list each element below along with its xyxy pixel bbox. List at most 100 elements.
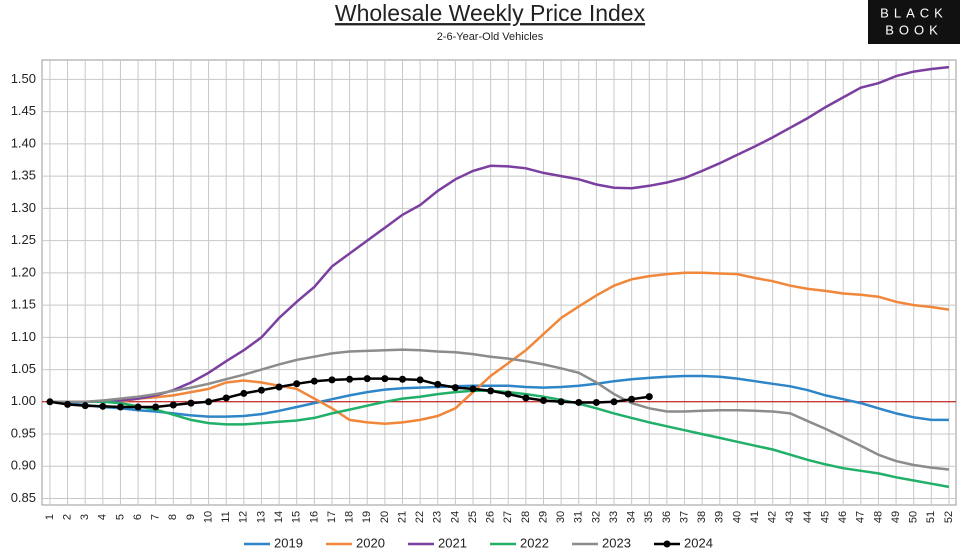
series-marker [205,398,213,406]
y-tick-label: 1.25 [11,232,36,247]
series-marker [416,376,424,384]
x-tick-label: 25 [467,511,479,523]
series-marker [434,380,442,388]
series-marker [487,387,495,395]
series-line [49,348,950,471]
y-tick-label: 1.50 [11,71,36,86]
y-tick-label: 1.45 [11,103,36,118]
series-marker [557,398,565,406]
y-tick-label: 1.00 [11,393,36,408]
x-tick-label: 23 [432,511,444,523]
x-tick-label: 10 [202,511,214,523]
legend-label: 2023 [602,535,631,550]
x-tick-label: 14 [273,511,285,523]
x-tick-label: 50 [908,511,920,523]
y-tick-label: 0.90 [11,458,36,473]
x-tick-label: 40 [731,511,743,523]
chart-title: Wholesale Weekly Price Index [335,0,646,26]
x-tick-label: 35 [643,511,655,523]
y-tick-label: 1.15 [11,297,36,312]
x-tick-label: 2 [61,514,73,520]
series-marker [328,376,336,384]
x-tick-label: 7 [150,514,162,520]
series-marker [469,385,477,393]
series-marker [222,394,230,402]
x-tick-label: 36 [661,511,673,523]
x-tick-label: 46 [837,511,849,523]
series-marker [575,398,583,406]
series-marker [169,401,177,409]
series-line [49,271,950,425]
x-tick-label: 15 [291,511,303,523]
x-tick-label: 27 [502,511,514,523]
x-tick-label: 48 [872,511,884,523]
legend-label: 2021 [438,535,467,550]
y-tick-label: 0.95 [11,425,36,440]
y-tick-label: 1.05 [11,361,36,376]
x-tick-label: 30 [555,511,567,523]
logo-text: BLACK [880,5,948,20]
x-tick-label: 43 [784,511,796,523]
chart-subtitle: 2-6-Year-Old Vehicles [437,31,544,43]
x-tick-label: 9 [185,514,197,520]
x-tick-label: 39 [714,511,726,523]
series-line [49,374,949,422]
legend-label: 2019 [274,535,303,550]
x-tick-label: 19 [361,511,373,523]
x-tick-label: 26 [485,511,497,523]
series-marker [522,394,530,402]
x-tick-label: 6 [132,514,144,520]
series-marker [398,375,406,383]
x-tick-label: 41 [749,511,761,523]
series-marker [540,397,548,405]
series-marker [610,398,618,406]
series-marker [187,399,195,407]
series-marker [504,390,512,398]
x-tick-label: 11 [220,511,232,522]
x-tick-label: 12 [238,511,250,523]
legend-label: 2020 [356,535,385,550]
y-tick-label: 1.10 [11,329,36,344]
y-tick-label: 0.85 [11,490,36,505]
x-tick-label: 49 [890,511,902,523]
series-marker [240,389,248,397]
x-tick-label: 34 [626,511,638,523]
x-tick-label: 33 [608,511,620,523]
x-tick-label: 3 [79,514,91,520]
x-tick-label: 51 [925,511,937,523]
x-tick-label: 21 [396,511,408,523]
series-marker [257,386,265,394]
x-tick-label: 42 [767,511,779,523]
series-marker [81,402,89,410]
logo-text: BOOK [885,22,943,37]
series-marker [381,375,389,383]
x-tick-label: 1 [44,514,56,520]
x-tick-label: 31 [573,511,585,523]
series-marker [310,377,318,385]
series-marker [628,395,636,403]
x-tick-label: 29 [537,511,549,523]
series-marker [99,402,107,410]
x-tick-label: 47 [855,511,867,523]
x-tick-label: 45 [819,511,831,523]
series-marker [293,380,301,388]
legend-label: 2024 [684,535,713,550]
x-tick-label: 13 [255,511,267,523]
x-tick-label: 4 [97,514,109,520]
series-marker [592,398,600,406]
y-tick-label: 1.40 [11,135,36,150]
x-tick-label: 8 [167,514,179,520]
series-marker [152,403,160,411]
x-tick-label: 44 [802,511,814,523]
x-tick-label: 22 [414,511,426,523]
series-marker [46,398,54,406]
legend-label: 2022 [520,535,549,550]
x-tick-label: 16 [308,511,320,523]
series-marker [451,384,459,392]
plot-area [41,59,957,506]
series-marker [64,400,72,408]
y-tick-label: 1.35 [11,168,36,183]
logo-box [868,0,960,44]
series-marker [116,403,124,411]
